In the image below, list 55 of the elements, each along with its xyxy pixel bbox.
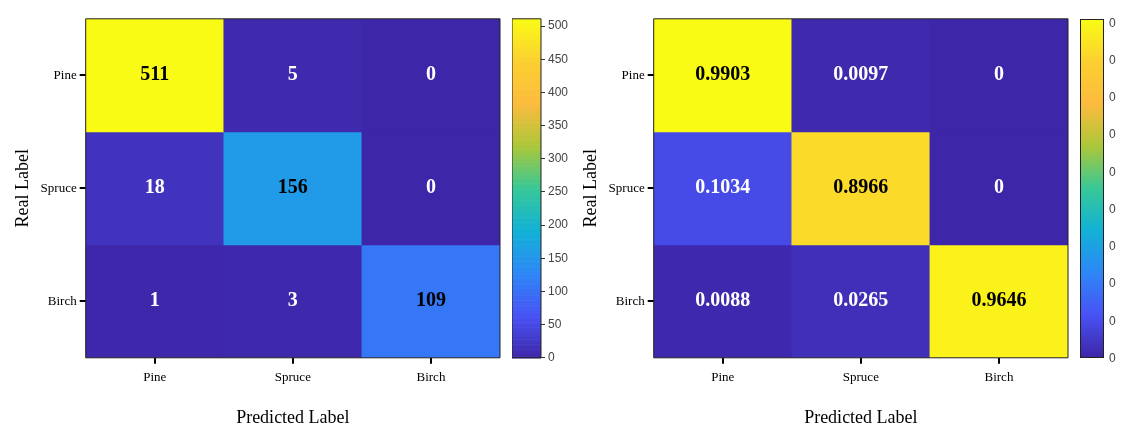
x-tick-label: Birch	[416, 369, 446, 385]
text: 0	[1109, 200, 1116, 217]
y-axis-title: Real Label	[11, 149, 32, 228]
text: 0	[1109, 275, 1116, 292]
text: 0	[1109, 89, 1116, 106]
x-tick-label: Pine	[143, 369, 167, 385]
text: 0	[1109, 51, 1116, 68]
text: 0	[1109, 238, 1116, 255]
data-label: 0	[425, 175, 436, 198]
color-bar-label: 300	[548, 151, 569, 166]
text: 0	[1109, 163, 1116, 180]
data-label: 0.0088	[695, 288, 751, 311]
y-tick-label: Pine	[621, 66, 645, 82]
data-label: 0.9903	[695, 62, 751, 85]
text: 0	[1109, 349, 1116, 366]
data-label: 0.0265	[833, 288, 889, 311]
text: 0	[1109, 14, 1116, 31]
color-bar-label: 400	[548, 84, 569, 99]
color-bar-label: 100	[548, 283, 569, 298]
data-label: 0.0097	[833, 62, 889, 85]
data-label: 0	[425, 62, 436, 85]
x-axis-title: Predicted Label	[804, 406, 918, 427]
y-tick-label: Spruce	[40, 179, 77, 195]
data-label: 1	[149, 288, 160, 311]
data-label: 0	[993, 175, 1004, 198]
data-label: 0.9646	[971, 288, 1027, 311]
x-tick-label: Spruce	[274, 369, 312, 385]
color-bar-label: 200	[548, 217, 569, 232]
y-tick-label: Pine	[53, 66, 77, 82]
y-tick-label: Birch	[615, 292, 646, 308]
data-label: 511	[140, 62, 170, 85]
data-label: 156	[277, 175, 308, 198]
y-axis-title: Real Label	[579, 149, 600, 228]
color-bar-label: 50	[548, 316, 562, 331]
data-label: 18	[144, 175, 165, 198]
data-label: 0.8966	[833, 175, 889, 198]
x-tick-label: Birch	[984, 369, 1014, 385]
x-axis-title: Predicted Label	[236, 406, 350, 427]
data-label: 5	[287, 62, 298, 85]
x-tick-label: Spruce	[842, 369, 880, 385]
color-bar-label: 450	[548, 51, 569, 66]
color-bar-label: 350	[548, 117, 569, 132]
color-bar-label: 0	[548, 350, 555, 365]
data-label: 109	[415, 288, 446, 311]
data-label: 0.1034	[695, 175, 751, 198]
text: 0	[1109, 312, 1116, 329]
data-label: 0	[993, 62, 1004, 85]
y-tick-label: Spruce	[608, 179, 645, 195]
x-tick-label: Pine	[711, 369, 735, 385]
text: 0	[1109, 126, 1116, 143]
color-bar-label: 150	[548, 250, 569, 265]
y-tick-label: Birch	[47, 292, 78, 308]
data-label: 3	[287, 288, 298, 311]
color-bar-label: 500	[548, 18, 569, 33]
color-bar-label: 250	[548, 184, 569, 199]
